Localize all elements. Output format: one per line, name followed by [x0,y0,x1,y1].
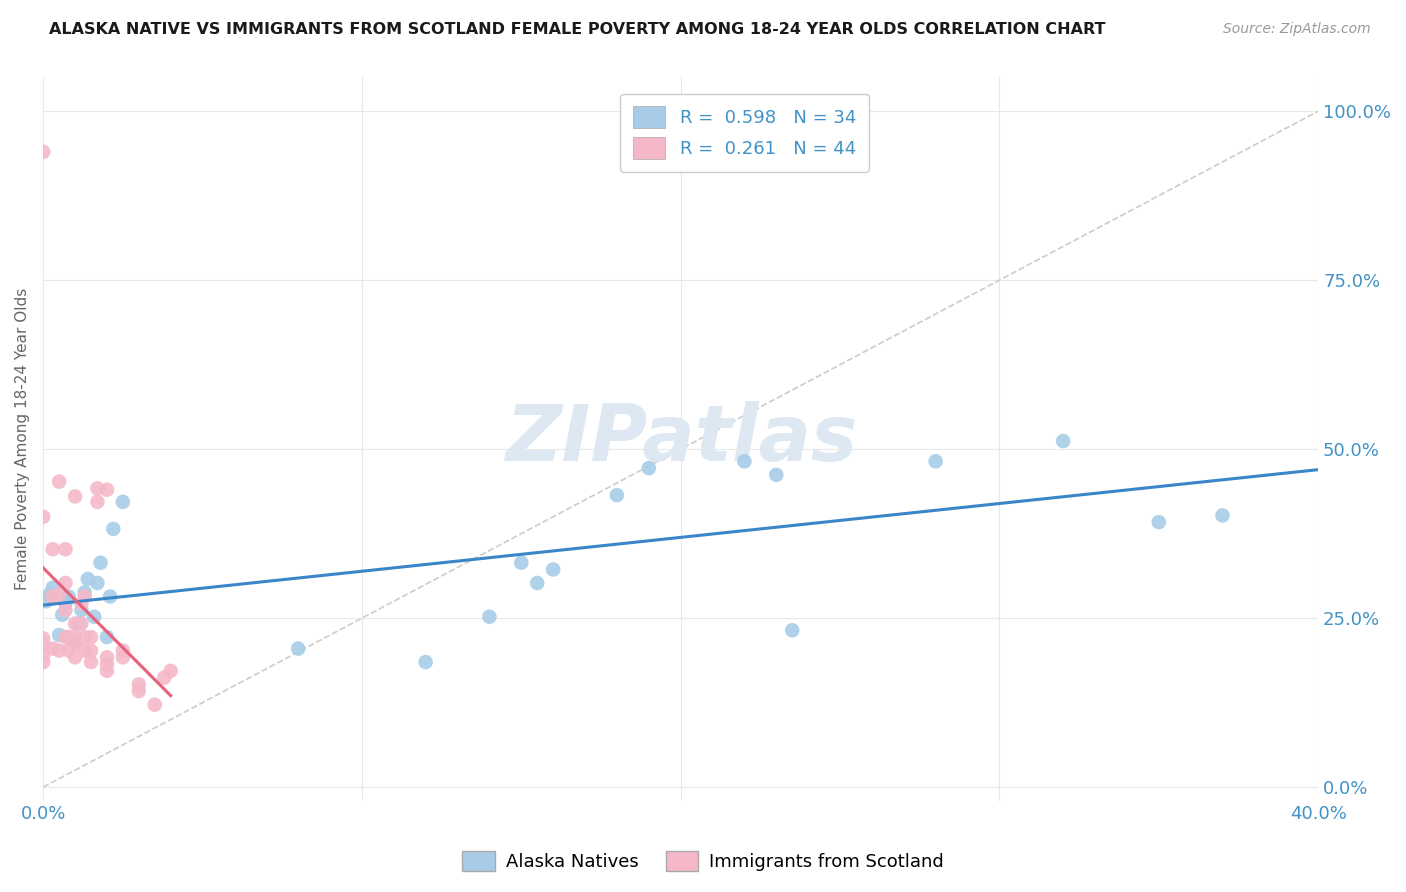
Point [58,590,80,604]
Point [76,572,98,586]
Point [35,594,58,608]
Legend: Alaska Natives, Immigrants from Scotland: Alaska Natives, Immigrants from Scotland [456,844,950,879]
Point [48,643,70,657]
Point [765,467,787,482]
Point [73,590,96,604]
Point [415,655,437,669]
Point [103,522,125,536]
Point [63,634,86,648]
Text: ZIPatlas: ZIPatlas [505,401,856,477]
Point [55,576,77,591]
Point [63,630,86,644]
Point [42,542,65,557]
Point [86,495,108,509]
Point [63,490,86,504]
Point [606,488,628,502]
Point [1147,515,1170,529]
Point [159,664,181,678]
Point [73,585,96,599]
Point [143,698,166,712]
Point [96,657,118,671]
Point [96,664,118,678]
Point [32,655,55,669]
Point [63,650,86,665]
Point [541,562,564,576]
Point [80,630,103,644]
Point [86,576,108,591]
Point [80,655,103,669]
Y-axis label: Female Poverty Among 18-24 Year Olds: Female Poverty Among 18-24 Year Olds [15,288,30,591]
Point [63,616,86,631]
Point [637,461,659,475]
Point [73,643,96,657]
Point [478,609,501,624]
Point [526,576,548,591]
Point [48,475,70,489]
Point [63,637,86,651]
Point [153,671,176,685]
Point [86,481,108,495]
Point [98,590,121,604]
Point [111,643,134,657]
Point [73,630,96,644]
Point [42,581,65,595]
Point [1212,508,1234,523]
Point [80,643,103,657]
Point [1052,434,1074,448]
Point [51,607,73,622]
Point [733,454,755,468]
Point [32,648,55,663]
Point [96,483,118,497]
Point [96,630,118,644]
Point [287,641,309,656]
Point [128,677,150,691]
Text: Source: ZipAtlas.com: Source: ZipAtlas.com [1223,22,1371,37]
Point [32,632,55,646]
Point [55,630,77,644]
Point [32,509,55,524]
Point [90,556,112,570]
Point [38,587,60,601]
Point [58,630,80,644]
Point [55,596,77,610]
Point [111,495,134,509]
Point [42,590,65,604]
Point [70,603,93,617]
Point [67,616,90,631]
Point [70,596,93,610]
Point [48,628,70,642]
Point [58,643,80,657]
Text: ALASKA NATIVE VS IMMIGRANTS FROM SCOTLAND FEMALE POVERTY AMONG 18-24 YEAR OLDS C: ALASKA NATIVE VS IMMIGRANTS FROM SCOTLAN… [49,22,1105,37]
Point [96,650,118,665]
Point [111,650,134,665]
Point [32,145,55,159]
Point [55,542,77,557]
Legend: R =  0.598   N = 34, R =  0.261   N = 44: R = 0.598 N = 34, R = 0.261 N = 44 [620,94,869,172]
Point [55,603,77,617]
Point [42,641,65,656]
Point [83,609,105,624]
Point [32,638,55,652]
Point [48,587,70,601]
Point [510,556,533,570]
Point [128,684,150,698]
Point [924,454,946,468]
Point [70,616,93,631]
Point [780,624,803,638]
